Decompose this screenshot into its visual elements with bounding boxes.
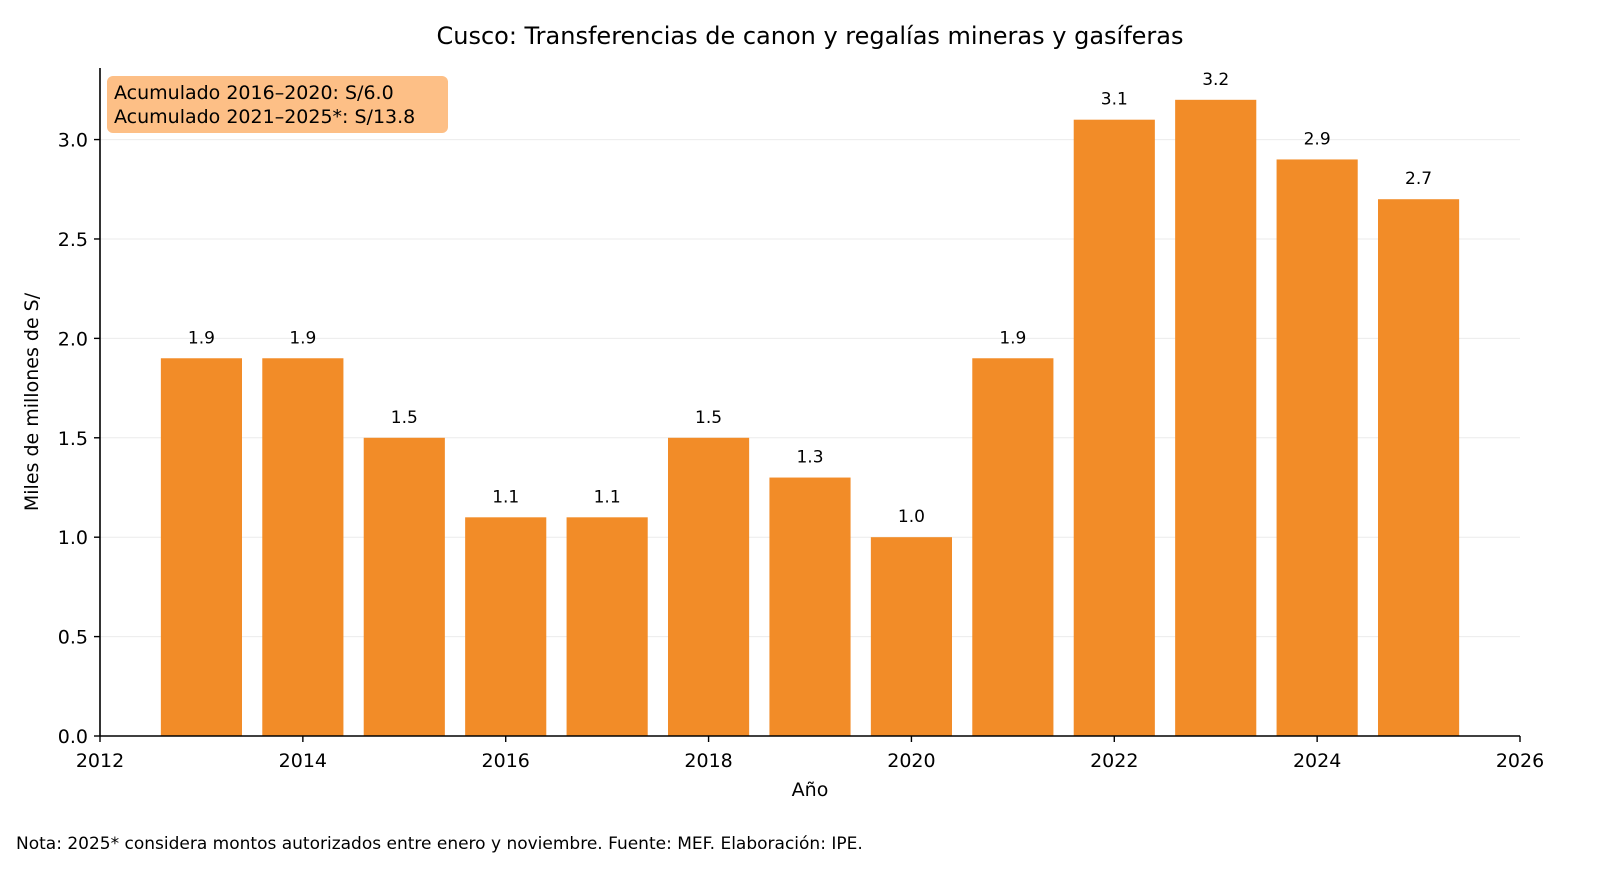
- annotation-background: [107, 76, 448, 133]
- annotation-line-2: Acumulado 2021–2025*: S/13.8: [114, 106, 415, 128]
- annotation-line-1: Acumulado 2016–2020: S/6.0: [114, 82, 394, 104]
- x-tick-label: 2024: [1293, 750, 1341, 772]
- bar-2018: [668, 437, 750, 736]
- x-ticks: 2012 2014 2016 2018 2020 2022 2024 2026: [76, 736, 1544, 772]
- data-label-2024: 2.9: [1304, 129, 1331, 149]
- chart-title: Cusco: Transferencias de canon y regalía…: [436, 22, 1183, 50]
- data-label-2020: 1.0: [898, 507, 925, 527]
- bar-2013: [160, 358, 242, 736]
- y-ticks: 0.0 0.5 1.0 1.5 2.0 2.5 3.0: [58, 130, 100, 748]
- bar-2022: [1073, 119, 1155, 736]
- bar-2017: [566, 517, 648, 736]
- data-label-2021: 1.9: [999, 328, 1026, 348]
- data-label-2018: 1.5: [695, 408, 722, 428]
- x-tick-label: 2012: [76, 750, 124, 772]
- data-label-2022: 3.1: [1101, 90, 1128, 110]
- y-tick-label: 2.0: [58, 328, 88, 350]
- y-tick-label: 0.5: [58, 627, 88, 649]
- x-tick-label: 2026: [1496, 750, 1544, 772]
- data-label-2025: 2.7: [1405, 169, 1432, 189]
- data-labels: 1.9 1.9 1.5 1.1 1.1 1.5 1.3 1.0 1.9 3.1 3.2 2.9 2.7: [188, 70, 1432, 527]
- x-axis-label: Año: [792, 779, 829, 801]
- x-tick-label: 2016: [482, 750, 530, 772]
- bar-2014: [262, 358, 344, 736]
- x-tick-label: 2022: [1090, 750, 1138, 772]
- data-label-2013: 1.9: [188, 328, 215, 348]
- data-label-2017: 1.1: [594, 487, 621, 507]
- bar-2024: [1276, 159, 1358, 736]
- y-tick-label: 1.0: [58, 527, 88, 549]
- y-tick-label: 3.0: [58, 130, 88, 152]
- x-tick-label: 2018: [684, 750, 732, 772]
- y-tick-label: 0.0: [58, 726, 88, 748]
- bar-2025: [1378, 199, 1460, 736]
- data-label-2014: 1.9: [289, 328, 316, 348]
- x-tick-label: 2020: [887, 750, 935, 772]
- footnote: Nota: 2025* considera montos autorizados…: [16, 834, 863, 854]
- data-label-2016: 1.1: [492, 487, 519, 507]
- bar-2019: [769, 477, 851, 736]
- data-label-2023: 3.2: [1202, 70, 1229, 90]
- bar-2021: [972, 358, 1054, 736]
- bar-2016: [465, 517, 547, 736]
- data-label-2019: 1.3: [796, 448, 823, 468]
- bar-2020: [870, 537, 952, 736]
- bars: [160, 99, 1460, 737]
- bar-2015: [363, 437, 445, 736]
- y-tick-label: 1.5: [58, 428, 88, 450]
- bar-2023: [1175, 99, 1257, 737]
- data-label-2015: 1.5: [391, 408, 418, 428]
- annotation-box: Acumulado 2016–2020: S/6.0 Acumulado 202…: [107, 76, 448, 133]
- x-tick-label: 2014: [279, 750, 327, 772]
- y-axis-label: Miles de millones de S/: [21, 292, 43, 511]
- y-tick-label: 2.5: [58, 229, 88, 251]
